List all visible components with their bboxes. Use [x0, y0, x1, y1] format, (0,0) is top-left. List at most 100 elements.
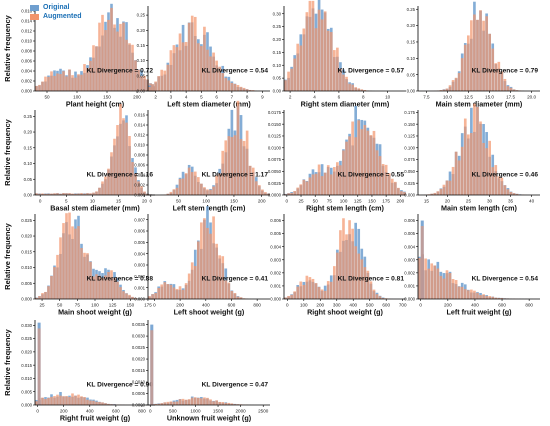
x-tick-label: 4 — [313, 95, 316, 100]
hist-bar-augmented — [460, 286, 464, 299]
hist-bar-augmented — [65, 193, 68, 195]
hist-bar-augmented — [148, 86, 151, 91]
y-axis-label-row-3: Relative frequency — [2, 223, 12, 290]
hist-bar-augmented — [101, 14, 104, 91]
hist-bar-augmented — [200, 398, 203, 405]
hist-bar-augmented — [317, 286, 321, 299]
hist-bar-augmented — [463, 44, 467, 91]
y-tick-label: 0.001 — [134, 285, 145, 290]
y-tick-label: 0.25 — [137, 13, 146, 18]
hist-bar-augmented — [140, 186, 143, 195]
hist-bar-augmented — [351, 84, 354, 91]
hist-bar-augmented — [53, 267, 56, 299]
hist-bar-augmented — [206, 189, 209, 195]
hist-bar-augmented — [107, 403, 110, 405]
x-tick-label: 35 — [508, 199, 514, 204]
hist-bar-augmented — [169, 191, 173, 195]
y-tick-label: 0.016 — [21, 9, 32, 14]
y-tick-label: 0.000 — [134, 297, 145, 302]
x-tick-label: 8 — [246, 95, 249, 100]
hist-bar-augmented — [360, 89, 364, 91]
hist-bar-augmented — [248, 165, 252, 195]
hist-bar-augmented — [193, 266, 197, 299]
hist-bar-augmented — [166, 64, 170, 91]
hist-bar-augmented — [107, 19, 110, 92]
y-tick-label: 0.15 — [407, 40, 416, 45]
y-tick-label: 0.003 — [404, 257, 415, 262]
hist-bar-augmented — [494, 63, 498, 91]
hist-bar-augmented — [264, 192, 267, 195]
hist-bar-augmented — [181, 42, 185, 91]
hist-bar-augmented — [500, 298, 504, 299]
x-tick-label: 400 — [349, 303, 357, 308]
hist-bar-augmented — [187, 167, 191, 195]
hist-bar-augmented — [479, 10, 482, 91]
hist-bar-augmented — [50, 71, 53, 91]
hist-bar-augmented — [476, 19, 479, 91]
hist-bar-augmented — [397, 187, 400, 195]
y-tick-label: 0.012 — [21, 29, 32, 34]
hist-bar-augmented — [44, 399, 47, 405]
kl-divergence-annotation: KL Divergence = 0.88 — [87, 275, 154, 282]
x-tick-label: 125 — [109, 303, 117, 308]
hist-bar-augmented — [95, 274, 98, 299]
y-tick-label: 0.007 — [134, 217, 145, 222]
x-tick-label: 200 — [316, 303, 324, 308]
hist-bar-augmented — [215, 243, 218, 299]
hist-bar-augmented — [218, 66, 221, 91]
hist-bar-augmented — [215, 60, 218, 91]
y-axis-label-row-1: Relative frequency — [2, 15, 12, 82]
hist-bar-augmented — [71, 193, 74, 195]
y-tick-label: 0.10 — [24, 161, 33, 166]
hist-bar-augmented — [92, 45, 95, 91]
hist-bar-augmented — [503, 78, 507, 91]
hist-bar-augmented — [473, 14, 476, 91]
hist-bar-augmented — [488, 296, 491, 299]
hist-bar-augmented — [197, 241, 200, 299]
x-tick-label: 20 — [445, 199, 451, 204]
hist-bar-augmented — [53, 75, 56, 91]
hist-bar-augmented — [86, 253, 89, 299]
hist-bar-augmented — [439, 188, 443, 195]
hist-bar-augmented — [403, 192, 406, 195]
hist-bar-augmented — [485, 16, 488, 91]
x-axis-label: Right stem diameter (mm) — [301, 100, 390, 109]
hist-bar-augmented — [59, 237, 62, 299]
x-tick-label: 25 — [298, 199, 304, 204]
hist-bar-augmented — [369, 281, 373, 299]
hist-bar-augmented — [203, 187, 206, 195]
y-tick-label: 0.030 — [21, 323, 32, 328]
hist-bar-augmented — [251, 90, 255, 91]
hist-bar-augmented — [314, 173, 318, 195]
hist-bar-augmented — [56, 193, 59, 195]
x-tick-label: 15 — [116, 199, 122, 204]
hist-bar-augmented — [317, 9, 321, 91]
hist-bar-augmented — [445, 180, 449, 195]
x-tick-label: 0 — [36, 409, 39, 414]
x-tick-label: 50 — [313, 199, 319, 204]
y-tick-label: 0.0035 — [132, 322, 146, 327]
hist-bar-augmented — [110, 7, 113, 91]
x-tick-label: 12.5 — [464, 95, 473, 100]
hist-bar-augmented — [154, 293, 157, 299]
x-tick-label: 40 — [529, 199, 535, 204]
hist-bar-augmented — [89, 400, 92, 405]
hist-bar-augmented — [218, 255, 221, 299]
hist-bar-augmented — [345, 234, 348, 299]
hist-bar-augmented — [329, 32, 333, 91]
hist-bar-augmented — [445, 270, 449, 299]
y-tick-label: 0.005 — [21, 281, 32, 286]
hist-bar-augmented — [329, 174, 333, 195]
x-axis-label: Right fruit weight (g) — [60, 414, 131, 423]
kl-divergence-annotation: KL Divergence = 0.55 — [338, 171, 405, 178]
x-tick-label: 75 — [327, 199, 333, 204]
hist-bar-augmented — [74, 395, 77, 405]
hist-bar-augmented — [35, 401, 38, 405]
hist-bar-augmented — [221, 150, 225, 195]
x-axis-label: Main shoot weight (g) — [58, 308, 132, 317]
chart-panel: 0 100 200 300 400 500 600 700 0.000 0.001 0.002 0.0… — [270, 214, 407, 317]
hist-bar-augmented — [320, 289, 324, 299]
hist-bar-augmented — [221, 402, 225, 405]
hist-bar-augmented — [433, 192, 437, 195]
legend-item-original: Original — [30, 3, 82, 12]
